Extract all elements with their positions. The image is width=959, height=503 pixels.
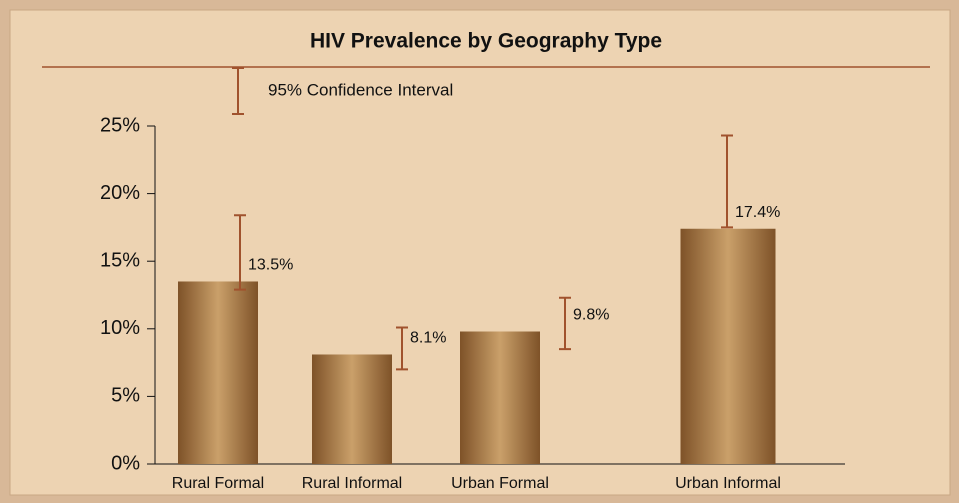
legend-label: 95% Confidence Interval [268, 80, 453, 99]
x-tick-label: Urban Informal [675, 475, 781, 492]
bar [178, 281, 258, 464]
error-bar [721, 134, 733, 229]
x-tick-label: Rural Informal [302, 475, 402, 492]
x-tick-label: Urban Formal [451, 475, 549, 492]
bar [460, 331, 540, 464]
chart-title: HIV Prevalence by Geography Type [310, 30, 662, 53]
legend-icon [232, 67, 244, 115]
y-tick-label: 15% [100, 249, 140, 271]
y-tick-label: 0% [111, 452, 140, 474]
y-tick-label: 20% [100, 182, 140, 204]
error-bar [396, 326, 408, 371]
y-tick-label: 5% [111, 385, 140, 407]
data-label: 17.4% [735, 204, 780, 221]
data-label: 9.8% [573, 307, 609, 324]
y-tick-label: 25% [100, 114, 140, 136]
data-label: 13.5% [248, 257, 293, 274]
y-tick-label: 10% [100, 317, 140, 339]
x-tick-label: Rural Formal [172, 475, 264, 492]
bar [680, 228, 776, 464]
error-bar [559, 296, 571, 351]
bar [312, 354, 392, 464]
error-bar [234, 214, 246, 291]
data-label: 8.1% [410, 330, 446, 347]
